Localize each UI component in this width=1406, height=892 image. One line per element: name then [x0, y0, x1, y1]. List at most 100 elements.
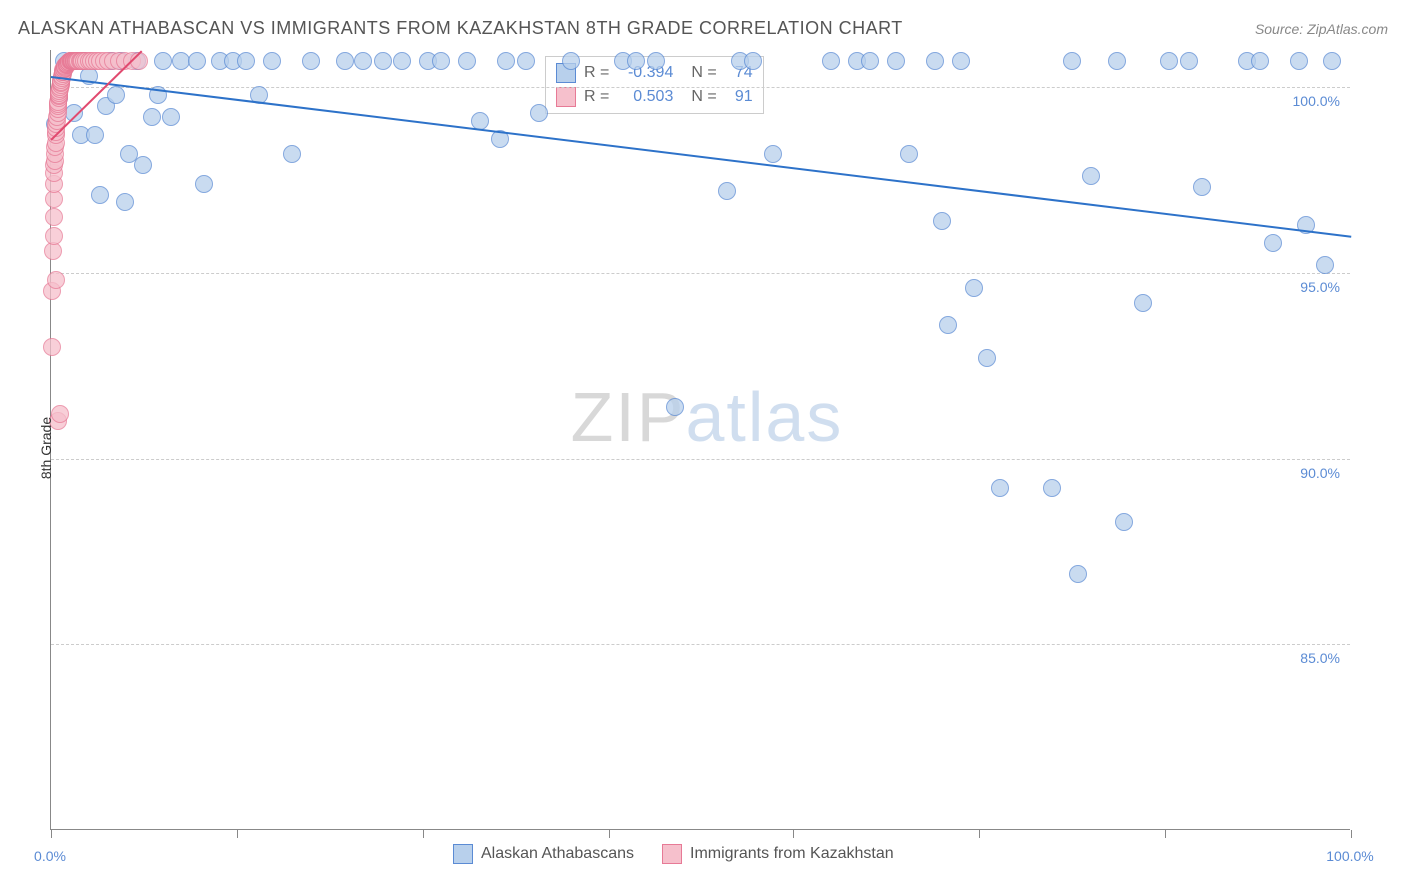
data-point [47, 271, 65, 289]
series-legend: Alaskan Athabascans Immigrants from Kazak… [453, 844, 894, 864]
data-point [86, 126, 104, 144]
scatter-plot: ZIPatlas R =-0.394N =74R =0.503N =91 85.… [50, 50, 1350, 830]
data-point [45, 208, 63, 226]
data-point [1316, 256, 1334, 274]
data-point [1082, 167, 1100, 185]
x-tick [423, 830, 424, 838]
data-point [1290, 52, 1308, 70]
x-tick [609, 830, 610, 838]
legend-item: Immigrants from Kazakhstan [662, 844, 894, 864]
data-point [1115, 513, 1133, 531]
data-point [900, 145, 918, 163]
x-max-label: 100.0% [1326, 848, 1373, 864]
data-point [978, 349, 996, 367]
data-point [926, 52, 944, 70]
data-point [45, 227, 63, 245]
data-point [116, 193, 134, 211]
data-point [65, 104, 83, 122]
legend-swatch [662, 844, 682, 864]
data-point [432, 52, 450, 70]
data-point [933, 212, 951, 230]
legend-label: Alaskan Athabascans [481, 845, 634, 863]
legend-swatch [556, 87, 576, 107]
x-tick [793, 830, 794, 838]
stats-legend-row: R = 0.503 N = 91 [556, 85, 753, 109]
x-tick [1351, 830, 1352, 838]
data-point [952, 52, 970, 70]
data-point [195, 175, 213, 193]
x-tick [1165, 830, 1166, 838]
data-point [143, 108, 161, 126]
n-value: 91 [725, 88, 753, 106]
data-point [1134, 294, 1152, 312]
data-point [393, 52, 411, 70]
data-point [374, 52, 392, 70]
grid-line [51, 87, 1350, 88]
legend-swatch [453, 844, 473, 864]
chart-title: ALASKAN ATHABASCAN VS IMMIGRANTS FROM KA… [18, 18, 903, 39]
data-point [1069, 565, 1087, 583]
n-label: N = [691, 64, 716, 82]
y-axis-label: 8th Grade [38, 417, 54, 479]
data-point [1063, 52, 1081, 70]
legend-label: Immigrants from Kazakhstan [690, 845, 894, 863]
data-point [991, 479, 1009, 497]
data-point [517, 52, 535, 70]
data-point [1160, 52, 1178, 70]
data-point [336, 52, 354, 70]
data-point [1264, 234, 1282, 252]
data-point [188, 52, 206, 70]
data-point [764, 145, 782, 163]
data-point [939, 316, 957, 334]
data-point [1251, 52, 1269, 70]
r-label: R = [584, 64, 609, 82]
data-point [91, 186, 109, 204]
data-point [530, 104, 548, 122]
x-min-label: 0.0% [34, 848, 66, 864]
data-point [154, 52, 172, 70]
y-tick-label: 100.0% [1293, 93, 1340, 109]
data-point [666, 398, 684, 416]
data-point [647, 52, 665, 70]
data-point [718, 182, 736, 200]
data-point [1180, 52, 1198, 70]
n-label: N = [691, 88, 716, 106]
r-value: 0.503 [617, 88, 673, 106]
data-point [283, 145, 301, 163]
data-point [1193, 178, 1211, 196]
data-point [107, 86, 125, 104]
source-credit: Source: ZipAtlas.com [1255, 21, 1388, 37]
data-point [471, 112, 489, 130]
y-tick-label: 95.0% [1300, 279, 1340, 295]
x-tick [979, 830, 980, 838]
data-point [497, 52, 515, 70]
data-point [130, 52, 148, 70]
data-point [1323, 52, 1341, 70]
data-point [43, 338, 61, 356]
data-point [1108, 52, 1126, 70]
data-point [134, 156, 152, 174]
r-label: R = [584, 88, 609, 106]
title-bar: ALASKAN ATHABASCAN VS IMMIGRANTS FROM KA… [18, 18, 1388, 39]
data-point [302, 52, 320, 70]
x-tick [51, 830, 52, 838]
data-point [822, 52, 840, 70]
grid-line [51, 644, 1350, 645]
data-point [458, 52, 476, 70]
legend-item: Alaskan Athabascans [453, 844, 634, 864]
watermark: ZIPatlas [571, 377, 844, 457]
x-tick [237, 830, 238, 838]
data-point [965, 279, 983, 297]
grid-line [51, 273, 1350, 274]
y-tick-label: 90.0% [1300, 465, 1340, 481]
data-point [887, 52, 905, 70]
grid-line [51, 459, 1350, 460]
y-tick-label: 85.0% [1300, 650, 1340, 666]
data-point [237, 52, 255, 70]
data-point [354, 52, 372, 70]
data-point [162, 108, 180, 126]
data-point [562, 52, 580, 70]
data-point [744, 52, 762, 70]
data-point [1043, 479, 1061, 497]
data-point [263, 52, 281, 70]
